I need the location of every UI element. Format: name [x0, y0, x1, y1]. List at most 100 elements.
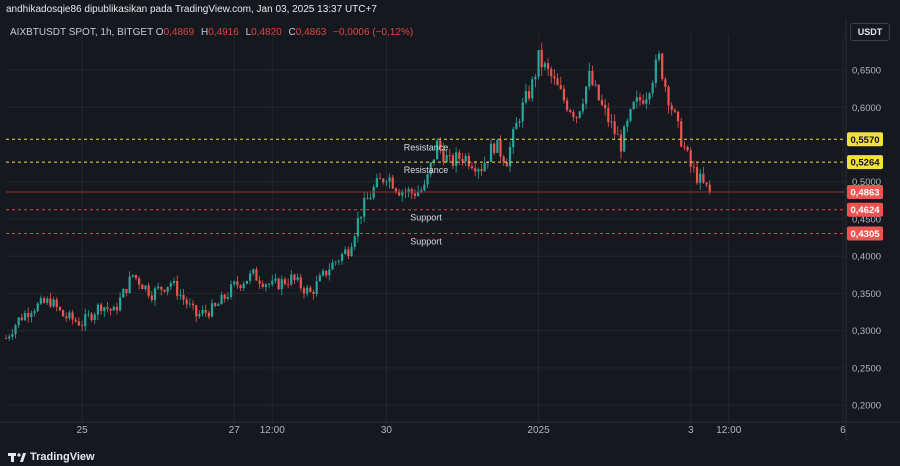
candle-body	[546, 63, 550, 69]
candle-body	[578, 111, 581, 118]
candle-body	[153, 288, 157, 301]
open-value: 0,4869	[163, 27, 195, 38]
candle-body	[61, 310, 65, 317]
candle-body	[385, 181, 388, 183]
candle-body	[261, 283, 264, 287]
candle-body	[271, 280, 274, 285]
candle-body	[106, 307, 109, 309]
candle-body	[55, 299, 58, 307]
candle-body	[515, 122, 518, 130]
candle-body	[236, 281, 239, 286]
current-price-label: 0,4863	[850, 187, 879, 198]
candle-body	[638, 97, 642, 101]
candle-body	[195, 305, 198, 317]
candle-body	[651, 82, 654, 94]
candle-body	[226, 297, 229, 299]
tradingview-brand-text: TradingView	[30, 451, 95, 463]
candle-body	[293, 274, 296, 280]
candle-body	[543, 63, 546, 68]
candle-body	[290, 274, 293, 285]
candle-body	[220, 294, 223, 305]
x-tick-label: 30	[381, 425, 393, 436]
candle-body	[128, 276, 131, 293]
candle-body	[518, 121, 521, 123]
candle-body	[470, 166, 474, 169]
candle-body	[169, 283, 172, 287]
resistance-text: Resistance	[404, 165, 449, 175]
support-price-tag	[847, 202, 883, 217]
candle-body	[248, 273, 252, 281]
candle-body	[572, 112, 575, 118]
candle-body	[683, 146, 686, 148]
candle-body	[648, 93, 651, 100]
candle-body	[493, 143, 496, 153]
candle-body	[347, 249, 350, 257]
candle-body	[594, 84, 597, 86]
candle-body	[176, 280, 179, 296]
candle-body	[695, 167, 699, 183]
candle-body	[204, 310, 207, 313]
candle-body	[505, 162, 508, 167]
candle-body	[287, 284, 290, 285]
candle-body	[103, 307, 106, 312]
candle-body	[214, 303, 217, 307]
y-tick-label: 0,5000	[852, 177, 881, 188]
candle-body	[391, 177, 394, 189]
candle-body	[502, 156, 505, 163]
candle-body	[17, 317, 20, 326]
candle-body	[239, 285, 242, 288]
candle-body	[340, 253, 344, 261]
high-label: H	[200, 27, 209, 38]
candle-body	[283, 279, 287, 285]
candle-body	[591, 70, 594, 85]
candle-body	[321, 270, 325, 276]
candle-body	[157, 286, 160, 289]
candle-body	[115, 306, 119, 311]
candle-body	[635, 97, 638, 102]
footer-brand[interactable]: TradingView	[8, 451, 95, 463]
candle-body	[410, 189, 413, 194]
candle-body	[657, 53, 661, 60]
candle-body	[607, 108, 610, 123]
candle-body	[46, 298, 49, 303]
candle-body	[201, 310, 204, 314]
candle-body	[455, 152, 458, 166]
candle-body	[654, 59, 657, 83]
candle-body	[299, 277, 302, 289]
candle-body	[686, 146, 689, 151]
candle-body	[80, 325, 84, 327]
symbol-name[interactable]: AIXBTUSDT SPOT, 1h, BITGET	[10, 27, 154, 38]
x-tick-label: 27	[229, 425, 241, 436]
candle-body	[420, 190, 423, 192]
candle-body	[562, 88, 566, 101]
currency-button[interactable]: USDT	[850, 23, 890, 41]
candle-body	[52, 299, 55, 307]
candle-body	[141, 284, 144, 290]
candle-body	[160, 286, 163, 290]
candle-body	[334, 261, 337, 263]
low-value: 0,4820	[251, 27, 282, 38]
y-tick-label: 0,4000	[852, 252, 881, 263]
candle-body	[306, 287, 309, 294]
candle-body	[198, 313, 201, 317]
candle-body	[610, 121, 613, 123]
candle-body	[692, 166, 695, 168]
candle-body	[315, 281, 318, 294]
candle-body	[112, 306, 115, 311]
candle-body	[527, 91, 531, 99]
candle-body	[645, 99, 648, 104]
candle-body	[388, 177, 391, 182]
candle-body	[318, 275, 321, 282]
candle-body	[242, 283, 245, 288]
candle-body	[4, 338, 8, 339]
candle-body	[559, 85, 562, 89]
candle-body	[23, 313, 27, 321]
candle-body	[432, 159, 436, 163]
candle-body	[680, 121, 683, 147]
candle-body	[280, 279, 283, 290]
candle-body	[210, 303, 214, 317]
candle-body	[39, 298, 42, 304]
candle-body	[100, 304, 103, 312]
x-tick-label: 6	[840, 425, 846, 436]
